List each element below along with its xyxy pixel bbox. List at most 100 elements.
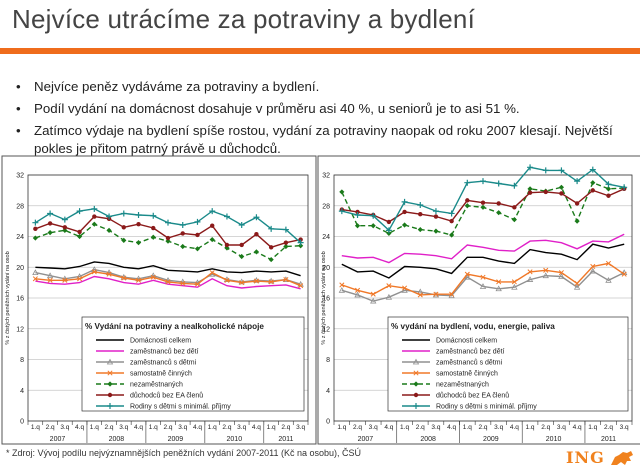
y-tick-label: 8	[20, 357, 24, 364]
data-point	[386, 283, 392, 289]
data-point	[433, 214, 439, 219]
data-point	[354, 223, 361, 229]
y-tick-label: 12	[16, 326, 24, 333]
data-point	[606, 193, 611, 198]
legend-marker	[413, 403, 419, 409]
data-point	[268, 256, 274, 263]
x-tick-label: 4.q	[573, 424, 582, 431]
data-point	[283, 276, 289, 283]
data-point	[135, 277, 142, 283]
data-point	[543, 267, 549, 273]
data-point	[621, 184, 628, 191]
legend-label: důchodců bez EA členů	[130, 392, 203, 400]
legend-label: nezaměstnaných	[130, 382, 183, 389]
x-tick-label: 3.q	[119, 424, 128, 431]
data-point	[92, 214, 97, 219]
data-point	[282, 226, 289, 233]
data-point	[527, 190, 533, 195]
data-point	[589, 166, 596, 173]
data-point	[589, 267, 596, 274]
y-tick-label: 32	[322, 173, 330, 180]
data-point	[542, 272, 549, 279]
data-point	[370, 291, 376, 297]
data-point	[527, 164, 534, 171]
data-point	[495, 180, 502, 187]
x-tick-label: 3.q	[296, 424, 305, 431]
data-point	[605, 260, 612, 266]
series-line	[35, 268, 301, 285]
data-point	[121, 237, 127, 243]
bullet-item: Nejvíce peněz vydáváme za potraviny a by…	[10, 78, 635, 96]
data-point	[527, 269, 533, 275]
data-point	[179, 221, 186, 228]
data-point	[210, 223, 215, 228]
data-point	[150, 212, 157, 219]
x-year-label: 2011	[278, 436, 293, 443]
data-point	[338, 286, 346, 293]
x-year-label: 2007	[358, 436, 374, 443]
y-axis-label: % z čistých peněžních vydání na osob	[321, 251, 327, 344]
x-tick-label: 2.q	[105, 424, 114, 431]
x-tick-label: 1.q	[526, 424, 535, 431]
x-tick-label: 2.q	[416, 424, 425, 431]
x-tick-label: 3.q	[620, 424, 629, 431]
data-point	[32, 276, 38, 282]
data-point	[339, 189, 345, 195]
data-point	[106, 227, 112, 233]
data-point	[433, 228, 439, 234]
data-point	[401, 286, 408, 293]
chart-title: % vydání na bydlení, vodu, energie, pali…	[391, 322, 555, 331]
data-point	[573, 283, 581, 290]
x-tick-label: 4.q	[134, 424, 143, 431]
data-point	[47, 277, 53, 283]
data-point	[574, 201, 580, 206]
legend-label: nezaměstnaných	[436, 382, 489, 389]
x-tick-label: 2.q	[604, 424, 613, 431]
data-point	[433, 291, 439, 297]
y-tick-label: 20	[16, 265, 24, 272]
data-point	[32, 235, 38, 241]
y-axis-label: % z čistých peněžních vydání na osob	[5, 251, 11, 344]
data-point	[239, 253, 245, 260]
data-point	[385, 293, 393, 300]
x-tick-label: 3.q	[60, 424, 69, 431]
slide-title: Nejvíce utrácíme za potraviny a bydlení	[12, 4, 476, 34]
data-point	[338, 208, 345, 215]
legend-label: Rodiny s dětmi s minimál. příjmy	[130, 404, 231, 411]
data-point	[76, 208, 83, 215]
data-point	[91, 221, 97, 227]
data-point	[283, 240, 289, 245]
data-point	[449, 218, 454, 224]
data-point	[32, 219, 39, 226]
data-point	[465, 198, 470, 203]
x-tick-label: 2.q	[478, 424, 487, 431]
data-point	[339, 282, 345, 288]
data-point	[527, 186, 533, 192]
x-tick-label: 1.q	[31, 424, 40, 431]
data-point	[91, 269, 97, 275]
x-tick-label: 1.q	[90, 424, 99, 431]
legend-label: Domácnosti celkem	[436, 338, 497, 345]
data-point	[354, 287, 361, 293]
data-point	[590, 188, 595, 193]
legend-marker	[413, 370, 419, 376]
data-point	[401, 198, 408, 205]
legend-marker	[412, 358, 420, 365]
data-point	[464, 203, 470, 209]
series-line	[35, 261, 301, 277]
data-point	[605, 186, 612, 192]
data-point	[370, 297, 377, 304]
legend-label: Rodiny s dětmi s minimál. příjmy	[436, 404, 537, 411]
x-tick-label: 4.q	[447, 424, 456, 431]
x-tick-label: 3.q	[237, 424, 246, 431]
plot-area	[27, 174, 309, 422]
chart-title: % Vydání na potraviny a nealkoholické ná…	[85, 322, 264, 331]
x-tick-label: 3.q	[494, 424, 503, 431]
y-tick-label: 24	[16, 234, 24, 241]
data-point	[574, 178, 581, 185]
data-point	[253, 249, 260, 255]
data-point	[268, 279, 274, 285]
x-tick-label: 3.q	[178, 424, 187, 431]
data-point	[386, 230, 392, 237]
x-tick-label: 3.q	[369, 424, 378, 431]
